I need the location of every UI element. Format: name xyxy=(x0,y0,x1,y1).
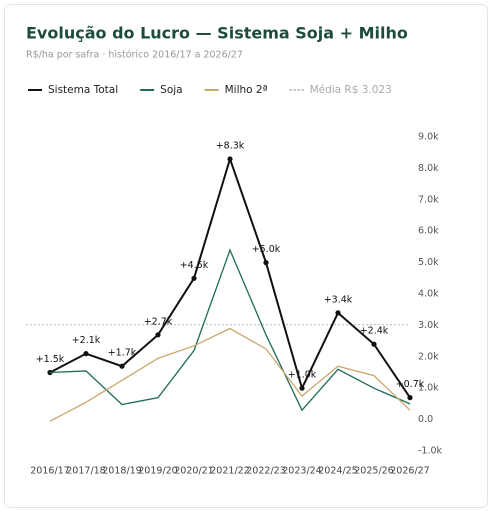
y-tick-label: 5.0k xyxy=(418,257,439,268)
card xyxy=(4,4,488,508)
x-tick-label: 2024/25 xyxy=(318,466,357,477)
data-label: +4.5k xyxy=(180,260,209,271)
chart-subtitle: R$/ha por safra · histórico 2016/17 a 20… xyxy=(26,50,243,61)
point xyxy=(263,260,269,266)
x-tick-label: 2023/24 xyxy=(282,466,321,477)
x-tick-label: 2025/26 xyxy=(354,466,393,477)
data-label: +5.0k xyxy=(252,244,281,255)
legend-label: Sistema Total xyxy=(48,84,118,96)
x-tick-label: 2017/18 xyxy=(66,466,105,477)
legend-label: Soja xyxy=(160,84,182,96)
x-tick-label: 2022/23 xyxy=(246,466,285,477)
y-tick-label: 1.0k xyxy=(418,383,439,394)
data-label: +2.7k xyxy=(144,316,173,327)
point xyxy=(407,395,413,401)
y-tick-label: 3.0k xyxy=(418,320,439,331)
series-line xyxy=(49,248,411,412)
x-tick-label: 2019/20 xyxy=(138,466,177,477)
point xyxy=(83,351,89,357)
point xyxy=(335,310,341,316)
x-tick-label: 2018/19 xyxy=(102,466,141,477)
chart-title: Evolução do Lucro — Sistema Soja + Milho xyxy=(26,24,408,43)
data-label: +3.4k xyxy=(324,294,353,305)
x-tick-label: 2021/22 xyxy=(210,466,249,477)
data-label: +2.4k xyxy=(360,326,389,337)
point xyxy=(299,385,305,391)
point xyxy=(119,363,125,369)
y-tick-label: 7.0k xyxy=(418,194,439,205)
y-tick-label: 2.0k xyxy=(418,351,439,362)
y-tick-label: 0.0 xyxy=(418,414,433,425)
x-tick-label: 2026/27 xyxy=(390,466,429,477)
series-line xyxy=(49,327,411,422)
x-tick-label: 2020/21 xyxy=(174,466,213,477)
y-tick-label: -1.0k xyxy=(418,446,443,457)
point xyxy=(227,156,233,162)
data-label: +0.7k xyxy=(396,379,425,390)
point xyxy=(155,332,161,338)
y-tick-label: 4.0k xyxy=(418,289,439,300)
point xyxy=(371,341,377,347)
legend-label: Média R$ 3.023 xyxy=(310,84,392,96)
legend-label: Milho 2ª xyxy=(225,84,268,96)
data-label: +1.7k xyxy=(108,348,137,359)
data-label: +8.3k xyxy=(216,140,245,151)
data-label: +2.1k xyxy=(72,335,101,346)
y-tick-label: 8.0k xyxy=(418,163,439,174)
y-tick-label: 6.0k xyxy=(418,226,439,237)
data-label: +1.5k xyxy=(36,354,65,365)
data-label: +1.0k xyxy=(288,370,317,381)
point xyxy=(191,275,197,281)
y-tick-label: 9.0k xyxy=(418,132,439,143)
x-tick-label: 2016/17 xyxy=(30,466,69,477)
